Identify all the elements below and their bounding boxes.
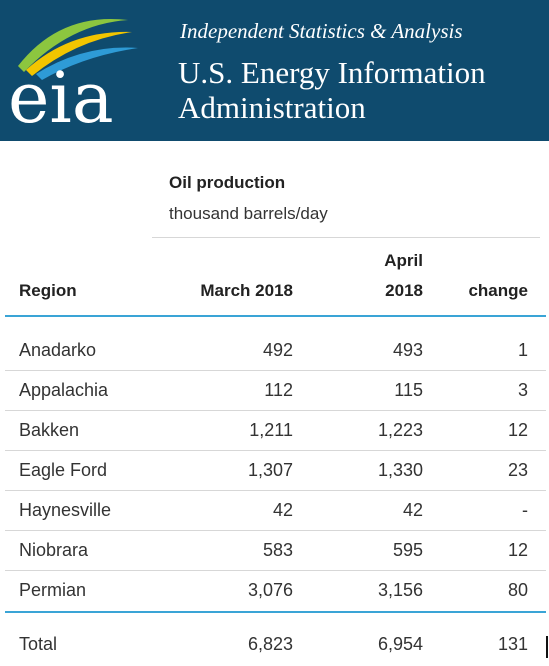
header-change: change: [468, 281, 528, 300]
header-region: Region: [19, 281, 77, 300]
row-value-change: 23: [507, 460, 528, 480]
logo-swoosh-yellow: [26, 31, 132, 76]
row-value-march: 1,211: [249, 420, 293, 440]
row-value-march: 492: [262, 340, 293, 360]
row-value-april: 493: [392, 340, 423, 360]
total-label: Total: [19, 634, 58, 654]
row-value-march: 583: [262, 540, 293, 560]
row-value-april: 1,223: [377, 420, 423, 440]
organization-name-line1: U.S. Energy Information: [178, 55, 486, 90]
table-title: Oil production: [169, 173, 286, 192]
row-value-march: 3,076: [247, 580, 293, 600]
total-april: 6,954: [377, 634, 423, 654]
header-divider: [5, 315, 546, 317]
row-region-label: Eagle Ford: [19, 460, 108, 480]
logo-wordmark: eia: [8, 57, 114, 139]
row-value-change: 1: [517, 340, 528, 360]
row-region-label: Bakken: [19, 420, 80, 440]
edge-mark: [546, 636, 548, 658]
row-value-april: 1,330: [377, 460, 423, 480]
tagline: Independent Statistics & Analysis: [180, 19, 463, 43]
row-divider: [5, 570, 546, 571]
organization-name: U.S. Energy Information Administration: [178, 55, 486, 125]
total-march: 6,823: [247, 634, 293, 654]
row-value-march: 42: [272, 500, 293, 520]
row-value-april: 595: [392, 540, 423, 560]
row-value-april: 115: [394, 380, 423, 400]
row-value-change: 3: [517, 380, 528, 400]
row-value-change: 80: [507, 580, 528, 600]
row-divider: [5, 450, 546, 451]
row-value-march: 112: [264, 380, 293, 400]
row-value-april: 42: [402, 500, 423, 520]
eia-banner: eia Independent Statistics & Analysis U.…: [0, 0, 549, 141]
row-value-change: 12: [507, 420, 528, 440]
row-divider: [5, 530, 546, 531]
title-divider: [152, 237, 540, 238]
row-region-label: Anadarko: [19, 340, 97, 360]
row-value-change: 12: [507, 540, 528, 560]
header-march-2018: March 2018: [200, 281, 293, 300]
row-region-label: Haynesville: [19, 500, 112, 520]
row-region-label: Niobrara: [19, 540, 89, 560]
header-april-2018: April 2018: [330, 246, 423, 306]
row-divider: [5, 370, 546, 371]
logo-swoosh-blue: [36, 47, 138, 80]
total-divider: [5, 611, 546, 613]
organization-name-line2: Administration: [178, 90, 366, 125]
row-value-march: 1,307: [247, 460, 293, 480]
total-change: 131: [497, 634, 528, 654]
row-value-april: 3,156: [377, 580, 423, 600]
row-value-change: -: [522, 500, 528, 520]
header-april-line1: April: [384, 251, 423, 270]
row-divider: [5, 490, 546, 491]
table-subtitle: thousand barrels/day: [169, 204, 328, 223]
header-april-line2: 2018: [385, 281, 423, 300]
eia-logo: eia: [8, 18, 138, 139]
row-region-label: Permian: [19, 580, 87, 600]
row-divider: [5, 410, 546, 411]
row-region-label: Appalachia: [19, 380, 109, 400]
logo-swoosh-green: [18, 18, 128, 72]
